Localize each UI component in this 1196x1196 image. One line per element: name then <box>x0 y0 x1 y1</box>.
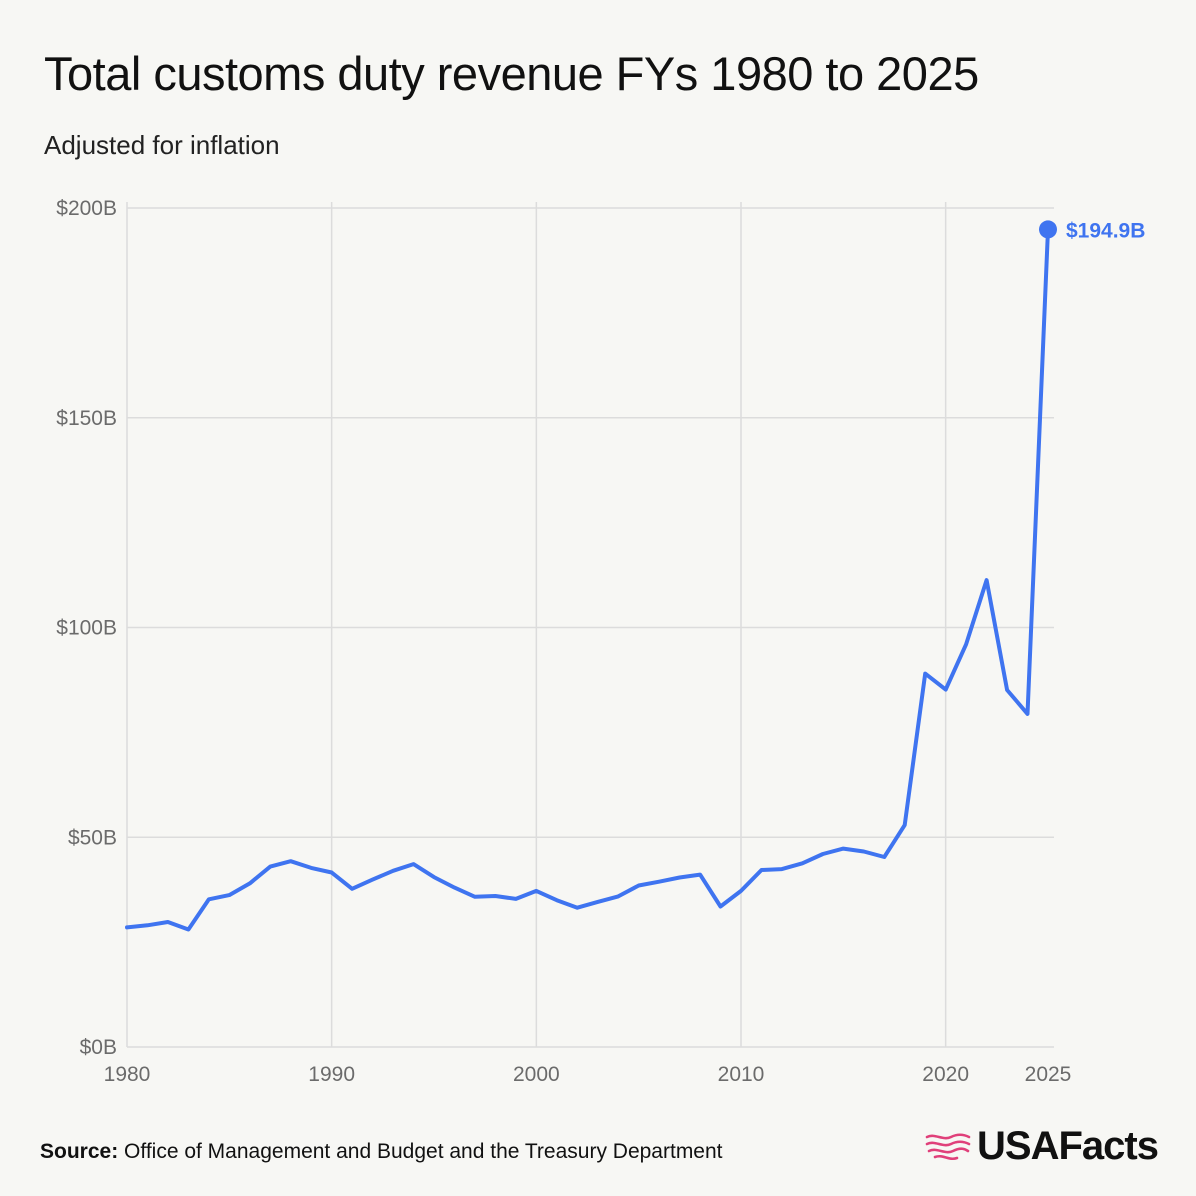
data-series: $194.9B <box>125 219 1145 932</box>
chart-subtitle: Adjusted for inflation <box>44 130 280 160</box>
chart-title: Total customs duty revenue FYs 1980 to 2… <box>44 47 979 100</box>
x-tick-label: 2010 <box>718 1063 765 1086</box>
y-axis: $0B $50B $100B $150B $200B <box>56 197 117 1059</box>
x-tick-label: 2020 <box>922 1063 969 1086</box>
chart-grid <box>126 202 1054 1048</box>
y-tick-label: $0B <box>80 1036 117 1059</box>
end-value-label: $194.9B <box>1066 219 1145 242</box>
source-note: Source: Office of Management and Budget … <box>40 1140 723 1164</box>
y-tick-label: $50B <box>68 826 117 849</box>
usafacts-flag-map-icon <box>925 1132 971 1160</box>
x-tick-label: 1980 <box>104 1063 151 1086</box>
end-point-marker <box>1039 220 1057 239</box>
series-line <box>125 227 1050 932</box>
y-tick-label: $100B <box>56 617 117 640</box>
y-tick-label: $200B <box>56 197 117 220</box>
x-tick-label: 2000 <box>513 1063 560 1086</box>
y-tick-label: $150B <box>56 407 117 430</box>
usafacts-logo: USAFacts <box>925 1124 1159 1169</box>
x-tick-label: 2025 <box>1025 1063 1072 1086</box>
source-label: Source: <box>40 1140 119 1163</box>
x-axis: 1980 1990 2000 2010 2020 2025 <box>104 1063 1072 1086</box>
logo-text: USAFacts <box>977 1124 1159 1168</box>
x-tick-label: 1990 <box>308 1063 355 1086</box>
source-text: Office of Management and Budget and the … <box>124 1140 723 1163</box>
